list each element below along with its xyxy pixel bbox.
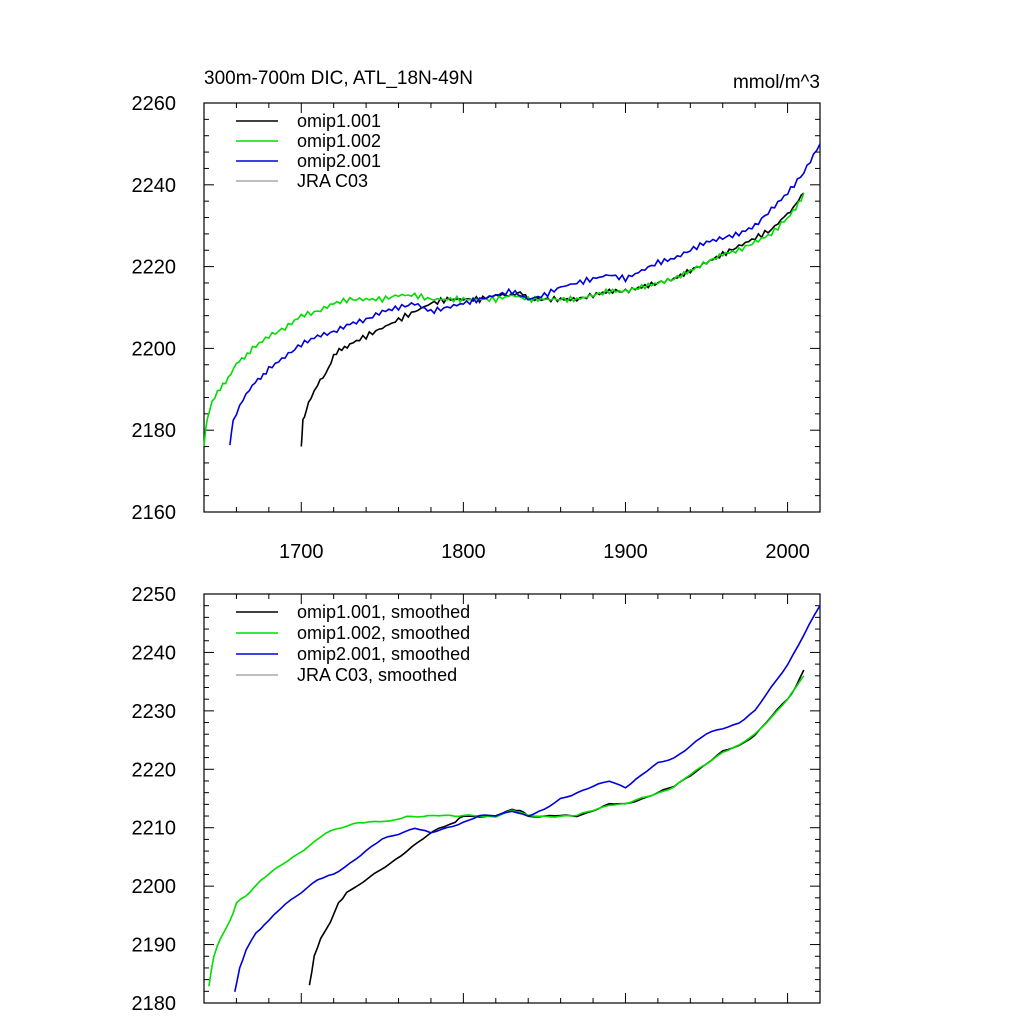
legend-label: omip2.001	[297, 151, 381, 171]
legend-label: JRA C03, smoothed	[297, 665, 457, 685]
y-tick-label: 2200	[132, 338, 177, 360]
legend-label: omip1.002, smoothed	[297, 623, 470, 643]
y-tick-label: 2190	[132, 935, 177, 957]
x-tick-label: 1900	[603, 541, 648, 563]
chart-title: 300m-700m DIC, ATL_18N-49N	[204, 68, 473, 89]
series-line	[208, 675, 805, 987]
series-line	[234, 605, 821, 992]
legend-label: omip1.001	[297, 111, 381, 131]
y-tick-label: 2180	[132, 993, 177, 1015]
y-tick-label: 2250	[132, 584, 177, 606]
y-tick-label: 2180	[132, 420, 177, 442]
x-tick-label: 1800	[441, 541, 486, 563]
top-panel: 2160 2180 2200 2220 2240 2260 1700 1800 1900 2000…	[132, 93, 821, 563]
y-tick-label: 2210	[132, 818, 177, 840]
series-line	[229, 143, 821, 446]
legend-label: omip1.002	[297, 131, 381, 151]
y-tick-label: 2220	[132, 759, 177, 781]
plot-frame	[203, 593, 821, 1004]
x-tick-label: 1700	[279, 541, 324, 563]
series-line	[203, 192, 805, 447]
y-tick-label: 2220	[132, 257, 177, 279]
y-tick-label: 2160	[132, 502, 177, 524]
y-tick-label: 2200	[132, 876, 177, 898]
y-tick-label: 2260	[132, 93, 177, 115]
plot-frame	[203, 102, 821, 513]
legend-label: omip2.001, smoothed	[297, 644, 470, 664]
y-tick-label: 2230	[132, 701, 177, 723]
legend-label: omip1.001, smoothed	[297, 602, 470, 622]
bottom-panel: 2180 2190 2200 2210 2220 2230 2240 2250 omip1.00…	[132, 584, 821, 1015]
units-label: mmol/m^3	[733, 72, 820, 93]
y-tick-label: 2240	[132, 642, 177, 664]
y-tick-label: 2240	[132, 175, 177, 197]
x-tick-label: 2000	[765, 541, 810, 563]
legend-label: JRA C03	[297, 171, 368, 191]
